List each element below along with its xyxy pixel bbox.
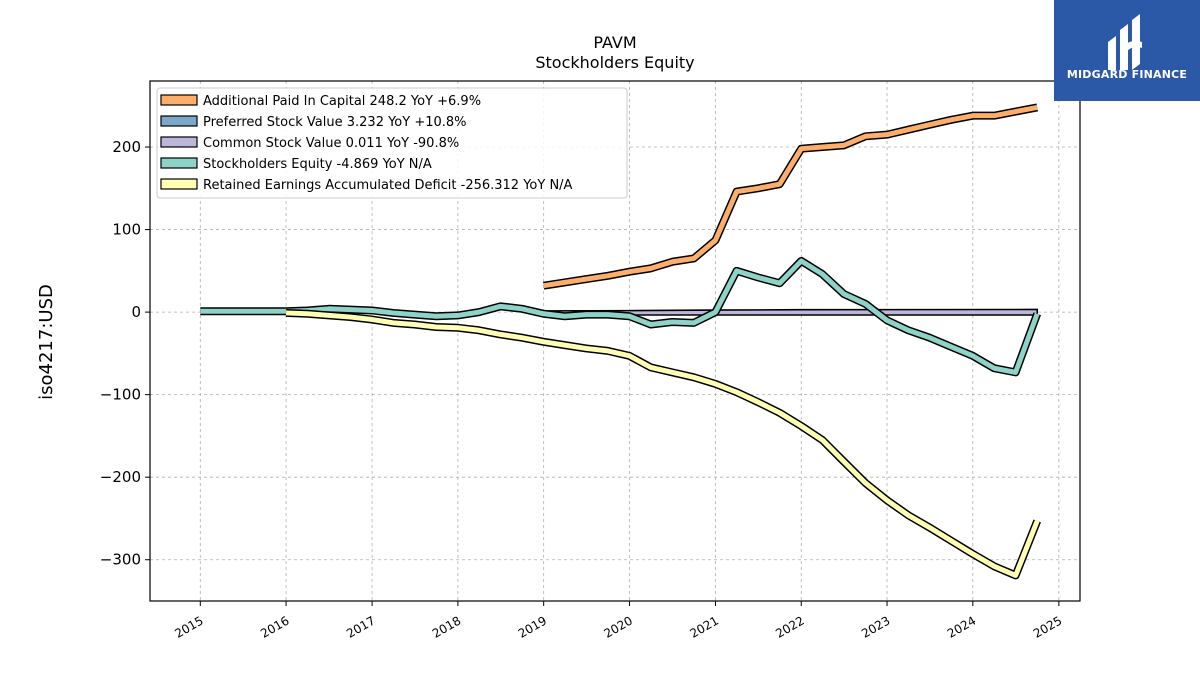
plot-area-frame (149, 80, 1081, 602)
x-tick-label: 2025 (1031, 613, 1064, 640)
series-line-outline (285, 308, 1041, 580)
y-tick-label: 200 (112, 138, 141, 156)
legend-swatch (160, 136, 198, 148)
logo-wordmark: MIDGARD FINANCE (1066, 68, 1188, 81)
y-tick-label: −200 (100, 468, 141, 486)
chart-subtitle: Stockholders Equity (535, 53, 694, 72)
x-tick-label: 2023 (859, 613, 892, 640)
legend-box (156, 87, 628, 199)
y-tick-label: 0 (131, 303, 141, 321)
legend-label: Preferred Stock Value 3.232 YoY +10.8% (203, 115, 467, 130)
x-tick-label: 2022 (773, 613, 806, 640)
legend-label: Stockholders Equity -4.869 YoY N/A (203, 157, 432, 172)
legend-label: Additional Paid In Capital 248.2 YoY +6.… (203, 94, 481, 109)
x-tick-label: 2020 (601, 613, 634, 640)
x-tick-label: 2019 (516, 613, 549, 640)
legend: Additional Paid In Capital 248.2 YoY +6.… (156, 87, 628, 199)
x-tick-label: 2017 (344, 613, 377, 640)
legend-label: Common Stock Value 0.011 YoY -90.8% (203, 136, 459, 151)
series-lines (200, 103, 1041, 580)
series-line (543, 104, 1038, 289)
midgard-finance-logo: MIDGARD FINANCE (1054, 0, 1200, 101)
x-tick-label: 2018 (430, 613, 463, 640)
y-tick-label: −300 (100, 551, 141, 569)
x-tick-label: 2024 (945, 613, 978, 640)
chart-title: PAVM (593, 33, 636, 52)
y-tick-label: 100 (112, 221, 141, 239)
legend-swatch (160, 178, 198, 190)
legend-swatch (160, 115, 198, 127)
y-tick-label: −100 (100, 386, 141, 404)
y-axis-label: iso4217:USD (36, 284, 57, 400)
x-tick-label: 2016 (258, 613, 291, 640)
legend-label: Retained Earnings Accumulated Deficit -2… (203, 178, 573, 193)
x-tick-label: 2021 (688, 613, 721, 640)
legend-swatch (160, 94, 198, 106)
midgard-logo-icon (1108, 14, 1142, 70)
series-line (200, 258, 1040, 375)
legend-swatch (160, 157, 198, 169)
series-line (285, 310, 1040, 578)
axis-ticks: 2015 2016 2017 2018 2019 2020 2021 2022 2023 2024… (100, 138, 1065, 641)
x-tick-label: 2015 (172, 613, 205, 640)
